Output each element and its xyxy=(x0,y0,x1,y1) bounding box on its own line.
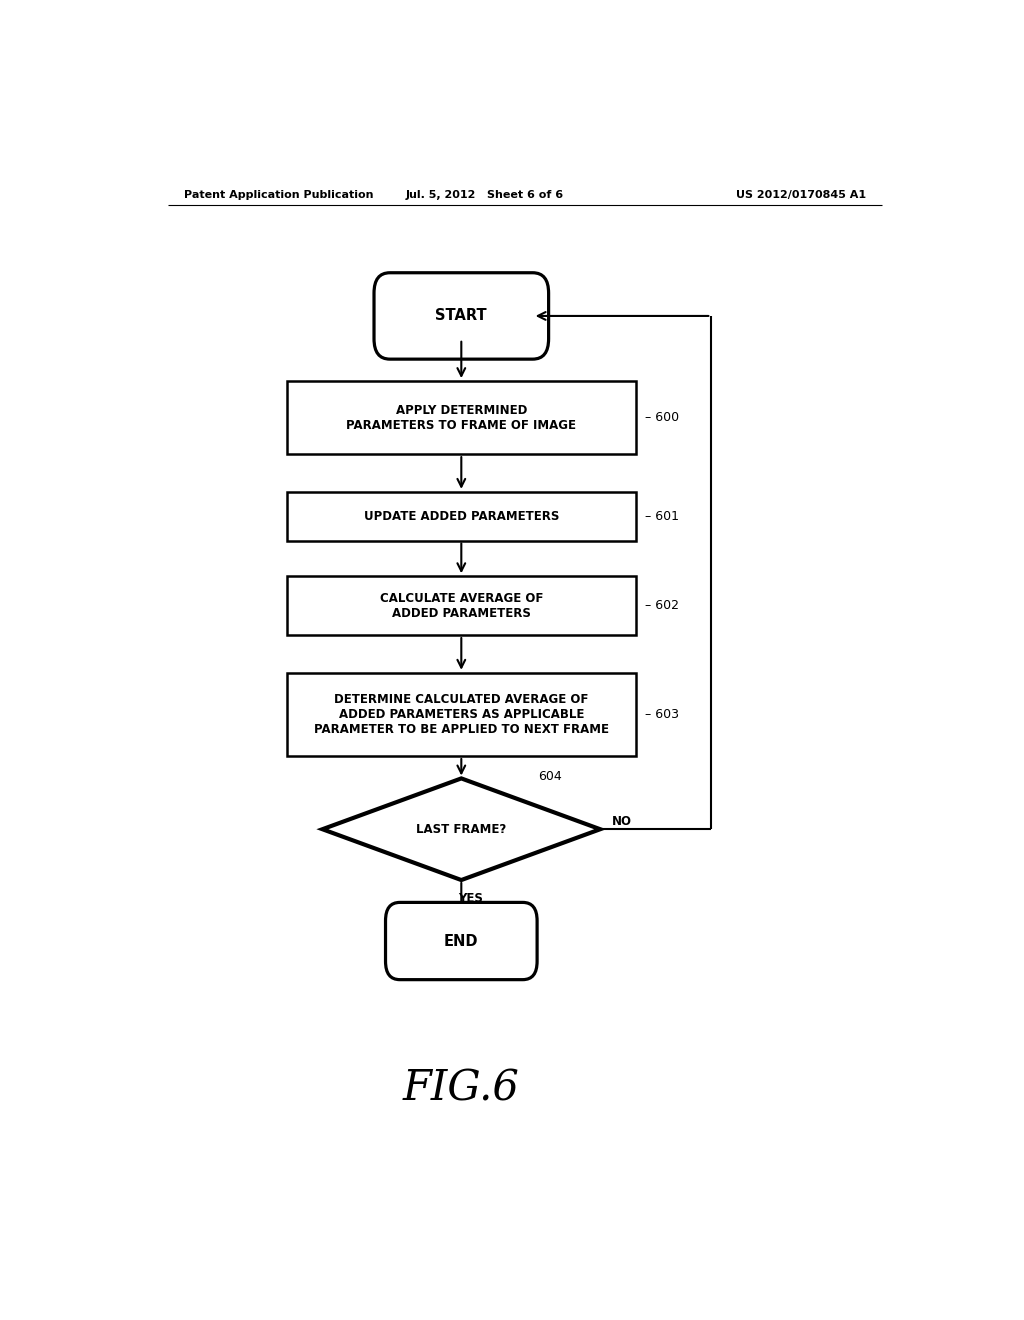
Text: UPDATE ADDED PARAMETERS: UPDATE ADDED PARAMETERS xyxy=(364,510,559,523)
Text: – 603: – 603 xyxy=(645,708,679,721)
Text: – 601: – 601 xyxy=(645,510,679,523)
Text: START: START xyxy=(435,309,487,323)
Bar xyxy=(287,492,636,541)
Bar xyxy=(287,381,636,454)
Text: DETERMINE CALCULATED AVERAGE OF
ADDED PARAMETERS AS APPLICABLE
PARAMETER TO BE A: DETERMINE CALCULATED AVERAGE OF ADDED PA… xyxy=(313,693,609,735)
Text: END: END xyxy=(444,933,478,949)
Text: YES: YES xyxy=(459,892,483,906)
Text: 604: 604 xyxy=(538,771,561,784)
Text: FIG.6: FIG.6 xyxy=(402,1068,520,1109)
Text: Jul. 5, 2012   Sheet 6 of 6: Jul. 5, 2012 Sheet 6 of 6 xyxy=(407,190,564,201)
Text: NO: NO xyxy=(612,814,632,828)
Text: US 2012/0170845 A1: US 2012/0170845 A1 xyxy=(736,190,866,201)
FancyBboxPatch shape xyxy=(374,273,549,359)
Bar xyxy=(287,576,636,635)
Text: LAST FRAME?: LAST FRAME? xyxy=(416,822,507,836)
Text: – 602: – 602 xyxy=(645,599,679,612)
Text: Patent Application Publication: Patent Application Publication xyxy=(183,190,373,201)
Text: CALCULATE AVERAGE OF
ADDED PARAMETERS: CALCULATE AVERAGE OF ADDED PARAMETERS xyxy=(380,591,543,619)
FancyBboxPatch shape xyxy=(385,903,538,979)
Text: – 600: – 600 xyxy=(645,411,679,424)
Bar xyxy=(287,673,636,756)
Polygon shape xyxy=(323,779,600,880)
Text: APPLY DETERMINED
PARAMETERS TO FRAME OF IMAGE: APPLY DETERMINED PARAMETERS TO FRAME OF … xyxy=(346,404,577,432)
